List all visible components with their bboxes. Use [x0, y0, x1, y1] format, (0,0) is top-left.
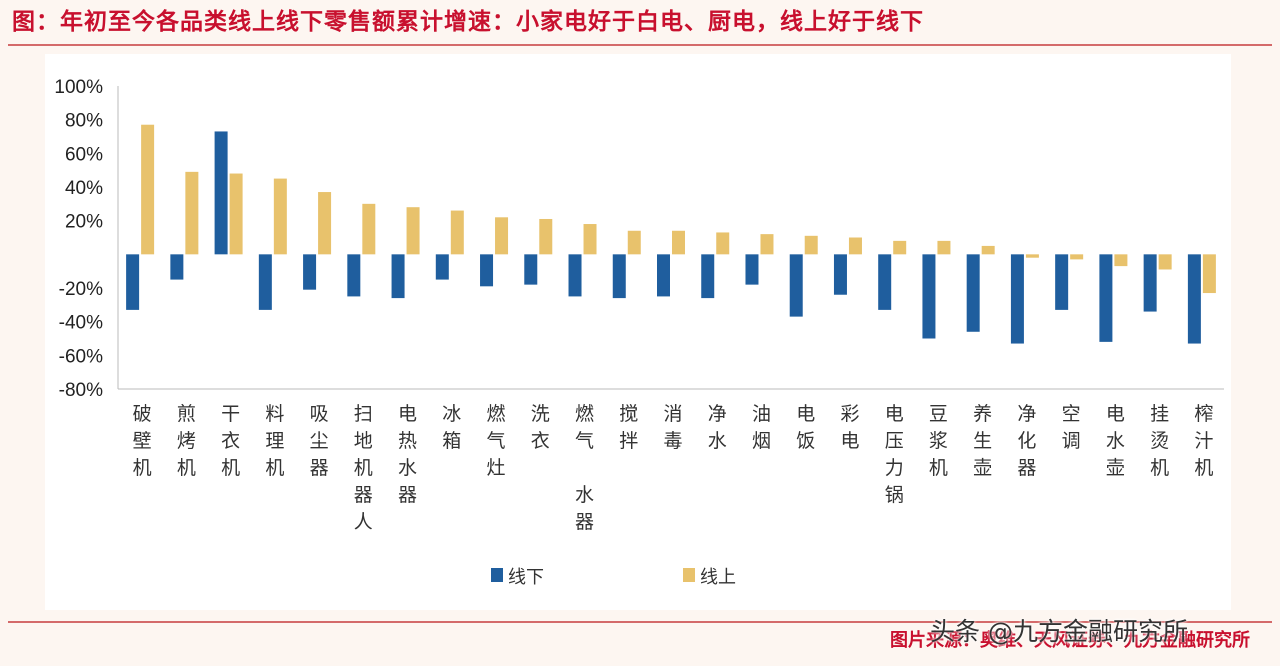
- legend-swatch-online: [683, 568, 695, 582]
- bar-online: [804, 235, 818, 255]
- legend-swatch-offline: [491, 568, 503, 582]
- bar-online: [760, 234, 774, 255]
- x-category-label: 豆浆机: [929, 403, 948, 479]
- x-category-label: 净水: [708, 403, 727, 452]
- legend-label-online: 线上: [700, 567, 736, 588]
- chart-title: 图：年初至今各品类线上线下零售额累计增速：小家电好于白电、厨电，线上好于线下: [12, 9, 924, 35]
- x-category-label: 电水壶: [1106, 403, 1125, 479]
- y-tick-label: 60%: [65, 144, 103, 165]
- x-category-label: 干衣机: [221, 403, 240, 479]
- bar-offline: [1187, 254, 1201, 344]
- bar-offline: [1010, 254, 1024, 344]
- bar-offline: [966, 254, 980, 332]
- bar-offline: [922, 254, 936, 339]
- x-category-label: 搅拌: [619, 403, 638, 452]
- title-divider: [8, 44, 1272, 46]
- bar-offline: [214, 131, 228, 255]
- bar-online: [141, 124, 155, 255]
- y-tick-label: -20%: [59, 279, 103, 300]
- bar-offline: [789, 254, 803, 317]
- bar-offline: [1055, 254, 1069, 310]
- bar-online: [318, 192, 332, 255]
- bar-online: [185, 171, 199, 255]
- x-category-label: 煎烤机: [177, 403, 196, 479]
- bar-online: [893, 240, 907, 255]
- bar-online: [1114, 254, 1128, 267]
- y-tick-label: 80%: [65, 111, 103, 132]
- x-category-label: 电压力锅: [885, 403, 904, 506]
- bar-offline: [701, 254, 715, 299]
- x-category-label: 燃气水器: [575, 403, 594, 533]
- bar-online: [273, 178, 287, 255]
- x-category-label: 电饭: [796, 403, 815, 452]
- bar-online: [627, 230, 641, 255]
- bar-online: [229, 173, 243, 255]
- bar-offline: [170, 254, 184, 280]
- y-tick-label: -80%: [59, 380, 103, 401]
- x-category-label: 冰箱: [442, 403, 461, 452]
- x-category-label: 挂烫机: [1150, 403, 1169, 479]
- bar-online: [1070, 254, 1084, 260]
- bar-online: [716, 232, 730, 255]
- y-tick-label: 40%: [65, 178, 103, 199]
- bar-online: [937, 240, 951, 255]
- bar-offline: [480, 254, 494, 287]
- x-category-label: 净化器: [1017, 403, 1036, 479]
- watermark: 头条 @九方金融研究所: [930, 617, 1188, 646]
- bar-online: [1202, 254, 1216, 294]
- bar-online: [672, 230, 685, 255]
- x-category-label: 彩电: [840, 403, 859, 452]
- bar-offline: [347, 254, 361, 297]
- bar-offline: [126, 254, 140, 310]
- bar-offline: [1099, 254, 1113, 342]
- footer-divider: [8, 621, 1272, 623]
- y-tick-label: 20%: [65, 212, 103, 233]
- bar-offline: [878, 254, 892, 310]
- x-category-label: 扫地机器人: [354, 403, 373, 533]
- y-tick-label: -40%: [59, 313, 103, 334]
- bar-offline: [568, 254, 582, 297]
- bar-online: [406, 207, 420, 255]
- x-category-label: 空调: [1062, 403, 1081, 452]
- x-category-label: 燃气灶: [487, 403, 506, 479]
- y-tick-label: -60%: [59, 346, 103, 367]
- bar-online: [981, 245, 995, 255]
- bar-offline: [612, 254, 626, 299]
- x-category-label: 破壁机: [133, 403, 152, 479]
- bar-offline: [524, 254, 538, 285]
- x-category-label: 电热水器: [398, 403, 417, 506]
- bar-offline: [745, 254, 759, 285]
- bar-offline: [833, 254, 847, 295]
- bar-offline: [1143, 254, 1157, 312]
- x-category-label: 吸尘器: [310, 403, 329, 479]
- x-category-label: 油烟: [752, 403, 771, 452]
- bar-online: [495, 217, 509, 255]
- bar-online: [848, 237, 862, 255]
- bar-online: [362, 203, 376, 255]
- bar-online: [1158, 254, 1172, 270]
- source-note: 图片来源：奥维、天风证券、九方金融研究所: [890, 630, 1250, 651]
- legend-label-offline: 线下: [508, 567, 544, 588]
- bar-offline: [435, 254, 449, 280]
- x-category-label: 洗衣: [531, 403, 550, 452]
- y-tick-label: 100%: [54, 77, 103, 98]
- bar-offline: [258, 254, 272, 310]
- bar-online: [539, 218, 553, 255]
- chart-panel: [45, 54, 1231, 610]
- x-category-label: 消毒: [663, 403, 682, 452]
- bar-online: [1025, 254, 1039, 258]
- x-category-label: 料理机: [265, 403, 284, 479]
- bar-online: [450, 210, 464, 255]
- bar-offline: [657, 254, 670, 297]
- x-category-label: 养生壶: [973, 403, 992, 479]
- x-category-label: 榨汁机: [1194, 403, 1213, 479]
- bar-offline: [391, 254, 405, 299]
- bar-online: [583, 224, 597, 255]
- bar-offline: [303, 254, 317, 290]
